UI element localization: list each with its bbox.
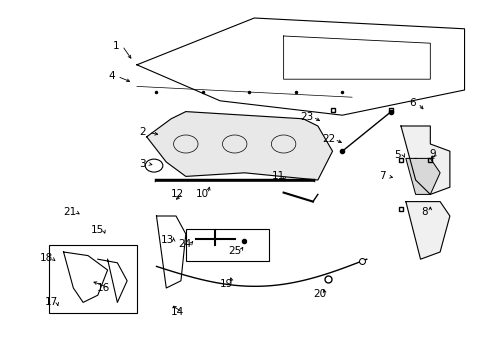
Text: 19: 19	[219, 279, 233, 289]
Text: 21: 21	[63, 207, 77, 217]
Text: 2: 2	[139, 127, 146, 138]
Polygon shape	[400, 126, 449, 194]
Bar	[49, 245, 137, 313]
Bar	[185, 229, 268, 261]
Text: 17: 17	[44, 297, 58, 307]
Text: 6: 6	[408, 98, 415, 108]
Text: 4: 4	[108, 71, 115, 81]
Text: 20: 20	[312, 289, 325, 300]
Text: 22: 22	[321, 134, 335, 144]
Text: 11: 11	[271, 171, 285, 181]
Polygon shape	[146, 112, 332, 180]
Text: 10: 10	[195, 189, 208, 199]
Text: 5: 5	[393, 150, 400, 160]
Polygon shape	[405, 158, 439, 194]
Text: 9: 9	[428, 149, 435, 159]
Text: 7: 7	[378, 171, 385, 181]
Text: 25: 25	[227, 246, 241, 256]
Text: 18: 18	[40, 253, 53, 264]
Text: 1: 1	[113, 41, 120, 51]
Text: 16: 16	[97, 283, 110, 293]
Text: 15: 15	[91, 225, 104, 235]
Text: 24: 24	[178, 239, 191, 249]
Polygon shape	[405, 202, 449, 259]
Text: 14: 14	[170, 307, 183, 318]
Text: 23: 23	[300, 112, 313, 122]
Text: 3: 3	[139, 159, 146, 169]
Text: 13: 13	[161, 235, 174, 246]
Text: 8: 8	[420, 207, 427, 217]
Text: 12: 12	[170, 189, 183, 199]
